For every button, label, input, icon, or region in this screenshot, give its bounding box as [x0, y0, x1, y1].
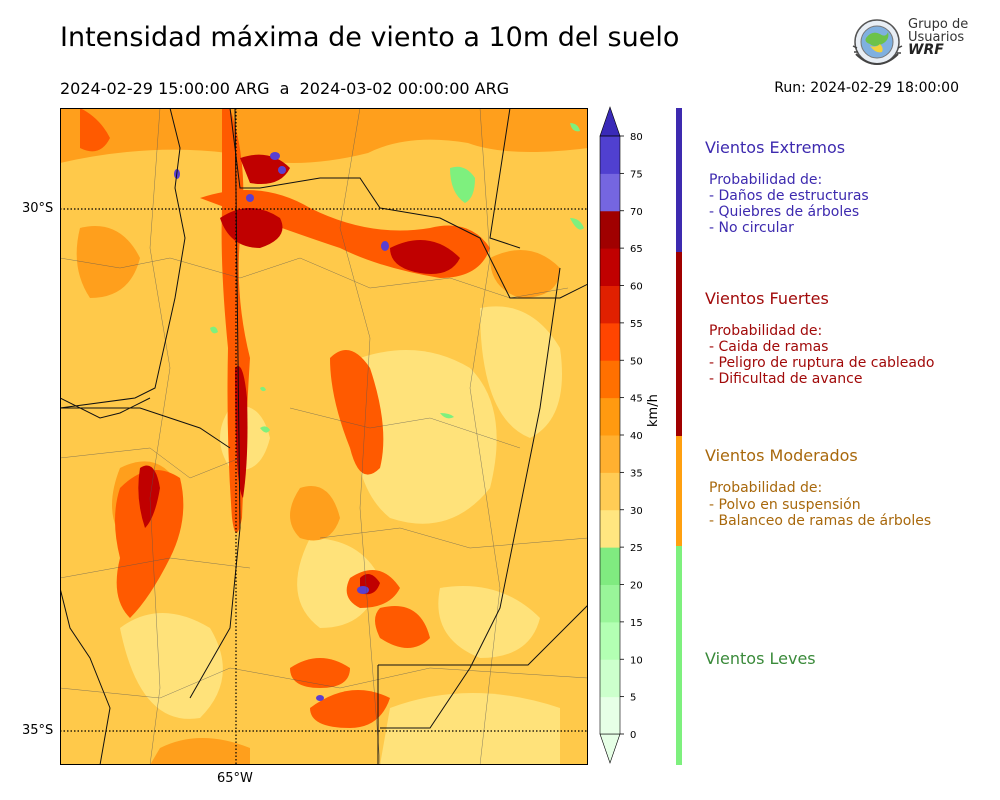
colorbar-segment [600, 621, 620, 660]
colorbar-tick-label: 60 [630, 282, 643, 293]
colorbar-tick-label: 10 [630, 655, 643, 666]
category-prob-fuertes: Probabilidad de: [709, 323, 823, 339]
colorbar-tick-label: 55 [630, 319, 643, 330]
logo-line-3: WRF [908, 42, 944, 58]
wind-category-bars [676, 108, 684, 765]
category-item: - Balanceo de ramas de árboles [709, 513, 932, 529]
wind-intensity-map [60, 108, 588, 765]
lat-label-30s: 30°S [22, 201, 54, 216]
colorbar-tick-label: 0 [630, 730, 636, 741]
chart-title: Intensidad máxima de viento a 10m del su… [60, 22, 680, 53]
category-title-leves: Vientos Leves [705, 649, 816, 668]
colorbar-segment [600, 285, 620, 324]
colorbar-segments [599, 106, 621, 764]
category-item: - Quiebres de árboles [709, 204, 860, 220]
colorbar-tick-label: 70 [630, 207, 643, 218]
logo-line-1: Grupo de [908, 17, 969, 32]
colorbar-tick-label: 75 [630, 169, 643, 180]
category-item: - Dificultad de avance [709, 371, 863, 387]
colorbar-tick-label: 20 [630, 581, 643, 592]
colorbar-tick-label: 80 [630, 132, 643, 143]
colorbar-segment [600, 360, 620, 399]
valid-period: 2024-02-29 15:00:00 ARG a 2024-03-02 00:… [60, 79, 510, 98]
colorbar-segment [600, 173, 620, 212]
colorbar-segment [600, 136, 620, 174]
colorbar-ticks: 0 5 10 15 20 25 30 35 40 45 50 55 60 65 70 75 80 [620, 132, 643, 741]
category-title-moderados: Vientos Moderados [705, 446, 858, 465]
category-title-extremos: Vientos Extremos [705, 138, 846, 157]
category-item: - Polvo en suspensión [709, 497, 861, 513]
colorbar-tick-label: 45 [630, 394, 643, 405]
colorbar-tick-label: 25 [630, 543, 643, 554]
category-item: - Caida de ramas [709, 339, 829, 355]
grupo-usuarios-wrf-logo: Grupo de Usuarios WRF [848, 16, 970, 72]
category-bar-extremos [676, 108, 682, 252]
colorbar-segment [600, 659, 620, 698]
colorbar-segment [600, 210, 620, 249]
category-title-fuertes: Vientos Fuertes [705, 289, 829, 308]
category-prob-moderados: Probabilidad de: [709, 480, 823, 496]
colorbar-tick-label: 35 [630, 468, 643, 479]
colorbar-max-extension [599, 106, 621, 137]
colorbar-segment [600, 584, 620, 623]
colorbar-tick-label: 40 [630, 431, 643, 442]
category-bar-fuertes [676, 252, 682, 436]
colorbar-segment [600, 472, 620, 511]
colorbar-min-extension [599, 733, 621, 764]
category-item: - No circular [709, 220, 794, 236]
province-borders [60, 108, 588, 765]
logo-line-2: Usuarios [908, 30, 965, 45]
logo-wordmark: Grupo de Usuarios WRF [908, 18, 968, 57]
category-bar-leves [676, 546, 682, 765]
colorbar-segment [600, 696, 620, 734]
globe-emblem-icon [852, 19, 903, 66]
category-item: - Daños de estructuras [709, 188, 869, 204]
extreme-wind-cores [174, 152, 389, 701]
colorbar-tick-label: 30 [630, 506, 643, 517]
colorbar-tick-label: 5 [630, 693, 636, 704]
colorbar-tick-label: 65 [630, 244, 643, 255]
colorbar-segment [600, 248, 620, 286]
colorbar-tick-label: 50 [630, 356, 643, 367]
light-wind-spots [210, 123, 584, 433]
category-item: - Peligro de ruptura de cableado [709, 355, 935, 371]
colorbar-tick-label: 15 [630, 618, 643, 629]
lon-label-65w: 65°W [217, 771, 253, 786]
category-prob-extremos: Probabilidad de: [709, 172, 823, 188]
department-borders [60, 108, 588, 765]
colorbar-segment [600, 509, 620, 548]
graticule [60, 108, 588, 765]
map-frame [60, 108, 588, 765]
colorbar-segment [600, 435, 620, 473]
lat-label-35s: 35°S [22, 723, 54, 738]
colorbar-segment [600, 322, 620, 361]
colorbar-unit-label: km/h [646, 394, 661, 427]
colorbar-segment [600, 397, 620, 436]
run-timestamp: Run: 2024-02-29 18:00:00 [774, 80, 959, 96]
colorbar-segment [600, 547, 620, 585]
colorbar: 0 5 10 15 20 25 30 35 40 45 50 55 60 65 70 75 80 [599, 106, 643, 764]
category-bar-moderados [676, 436, 682, 546]
